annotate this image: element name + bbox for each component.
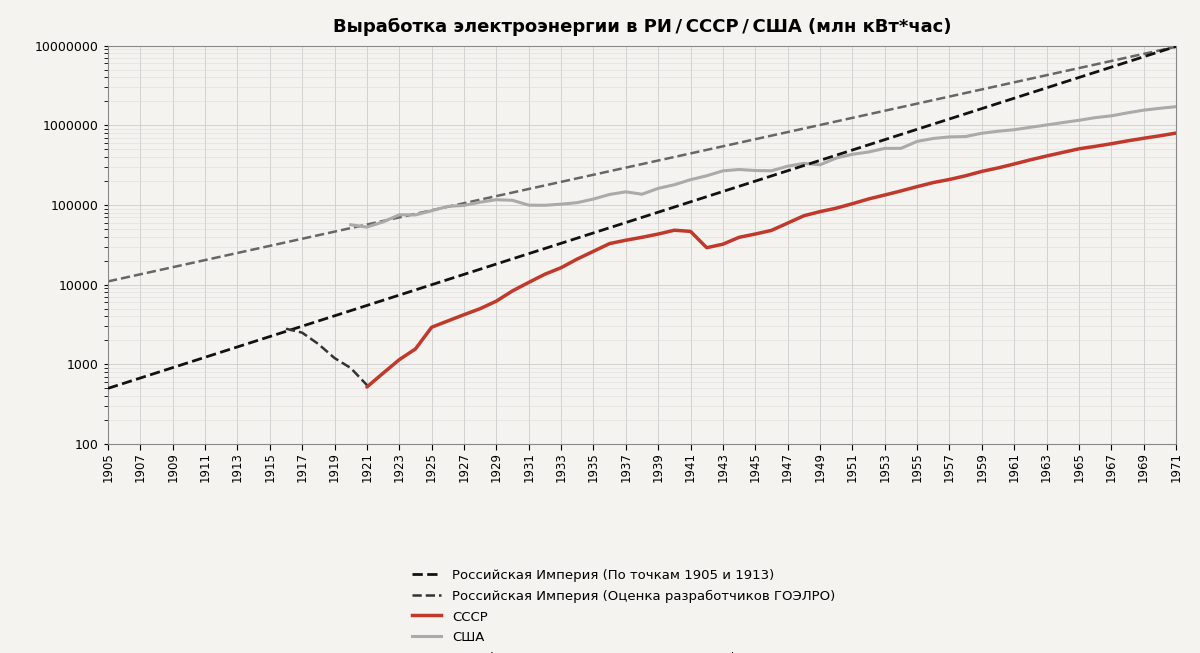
- Title: Выработка электроэнергии в РИ / СССР / США (млн кВт*час): Выработка электроэнергии в РИ / СССР / С…: [332, 18, 952, 36]
- Legend: Российская Империя (По точкам 1905 и 1913), Российская Империя (Оценка разработч: Российская Империя (По точкам 1905 и 191…: [407, 564, 840, 653]
